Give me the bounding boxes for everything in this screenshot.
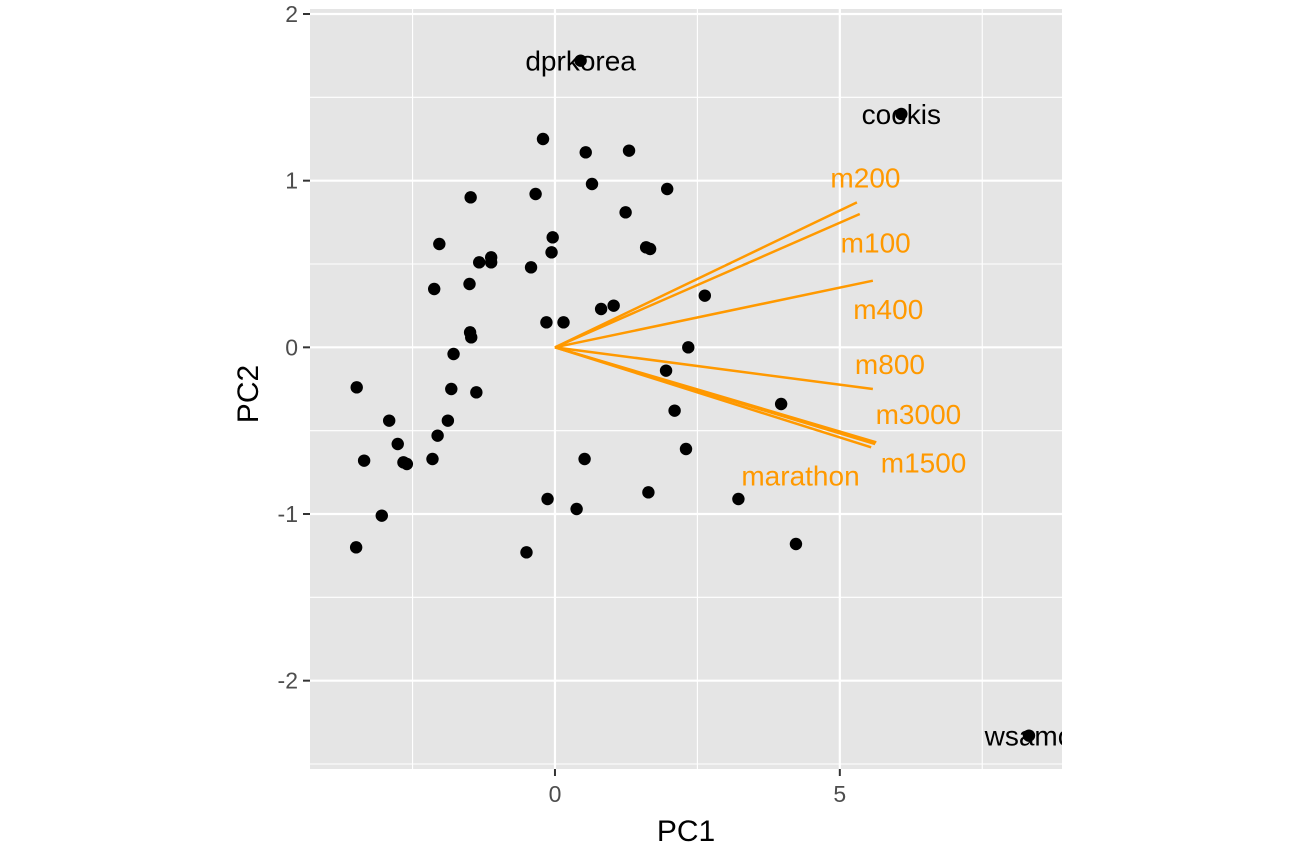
data-point — [524, 261, 538, 274]
x-tick-label: 5 — [833, 781, 846, 807]
loading-vector-m400 — [554, 279, 874, 349]
data-point — [464, 191, 477, 204]
data-point — [357, 454, 371, 467]
data-point — [594, 302, 608, 316]
loading-label-m100: m100 — [841, 227, 911, 258]
data-point — [431, 429, 444, 442]
data-point — [470, 386, 483, 399]
loading-vectors — [554, 201, 877, 449]
data-point — [426, 452, 439, 466]
y-tick-label: 0 — [285, 334, 298, 360]
data-point — [570, 502, 583, 516]
y-tick-label: -1 — [278, 501, 298, 527]
data-point — [774, 397, 788, 411]
data-point — [789, 537, 803, 551]
data-point — [349, 541, 363, 554]
loading-label-m3000: m3000 — [876, 399, 962, 430]
loading-vector-m200 — [554, 201, 858, 349]
data-point — [574, 54, 587, 67]
loading-label-m200: m200 — [830, 162, 900, 193]
data-point — [441, 414, 455, 427]
tick-labels: 0 5 -2 -1 0 1 2 — [278, 1, 847, 807]
data-point — [1022, 729, 1036, 742]
point-label-cookis: cookis — [862, 99, 941, 130]
data-point — [619, 206, 632, 219]
x-tick-label: 0 — [549, 781, 562, 807]
data-point — [698, 289, 711, 302]
y-tick-label: 2 — [285, 1, 298, 27]
loading-vector-m100 — [554, 212, 861, 349]
data-point — [546, 231, 559, 244]
data-point — [732, 492, 745, 506]
y-tick-label: 1 — [285, 168, 298, 194]
data-point — [447, 347, 460, 361]
point-label-dprkorea: dprkorea — [525, 46, 636, 77]
data-point — [642, 486, 655, 499]
data-point — [622, 144, 636, 157]
data-point — [484, 256, 498, 269]
data-point — [382, 414, 396, 427]
data-point — [400, 457, 414, 471]
data-point — [643, 242, 657, 256]
data-points — [349, 54, 1036, 742]
loading-vector-m800 — [554, 346, 874, 391]
data-point — [536, 132, 550, 146]
data-point — [541, 492, 554, 506]
data-point — [579, 146, 592, 159]
point-labels: dprkorea cookis wsamo — [525, 46, 1074, 752]
loading-label-m400: m400 — [853, 294, 923, 325]
data-point — [661, 182, 674, 196]
data-point — [540, 316, 553, 329]
data-point — [350, 381, 363, 394]
loading-vector-marathon — [554, 346, 876, 446]
data-point — [529, 187, 542, 201]
data-point — [463, 277, 476, 291]
data-point — [679, 442, 693, 456]
y-tick-label: -2 — [278, 668, 298, 694]
major-gridlines — [310, 9, 1062, 769]
data-point — [659, 364, 673, 377]
data-point — [545, 246, 558, 259]
data-point — [682, 341, 695, 354]
y-axis-title: PC2 — [232, 365, 265, 423]
data-point — [607, 299, 620, 312]
data-point — [445, 382, 458, 396]
data-point — [391, 437, 404, 451]
loading-label-m800: m800 — [855, 349, 925, 380]
point-label-wsamo: wsamo — [984, 721, 1074, 752]
axis-ticks — [303, 13, 841, 776]
data-point — [473, 256, 486, 269]
data-point — [585, 177, 599, 191]
data-point — [433, 237, 446, 251]
loading-label-m1500: m1500 — [881, 447, 967, 478]
data-point — [427, 282, 441, 296]
data-point — [520, 546, 533, 559]
loading-labels: m200 m100 m400 m800 m3000 m1500 marathon — [741, 162, 966, 491]
data-point — [668, 404, 681, 417]
data-point — [557, 316, 570, 329]
x-axis-title: PC1 — [657, 815, 715, 848]
data-point — [895, 107, 908, 121]
data-point — [465, 331, 478, 344]
data-point — [578, 452, 591, 466]
data-point — [375, 509, 388, 522]
loading-label-marathon: marathon — [741, 461, 859, 492]
